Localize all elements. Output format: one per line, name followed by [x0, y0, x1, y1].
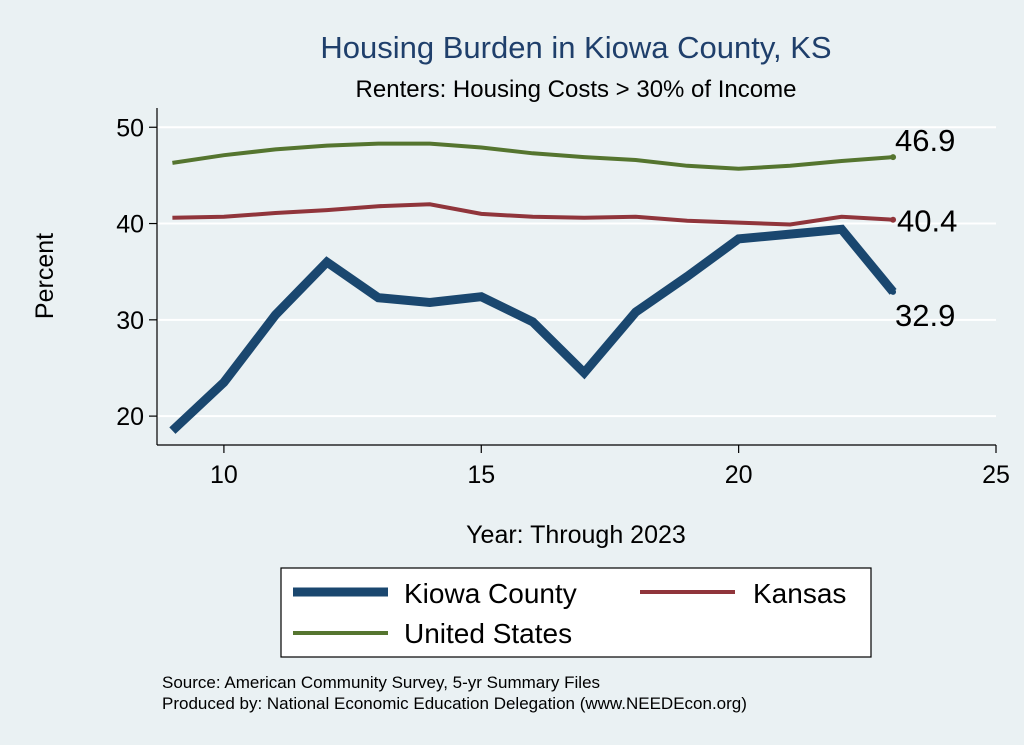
legend-label-united-states: United States [404, 618, 572, 649]
end-label-united-states: 46.9 [895, 123, 955, 158]
y-axis-label: Percent [31, 233, 59, 319]
source-note: Source: American Community Survey, 5-yr … [162, 673, 600, 692]
legend-box [280, 567, 872, 658]
x-tick-label-20: 20 [725, 461, 753, 489]
series-line-kiowa-county [169, 224, 897, 434]
x-tick-label-15: 15 [467, 461, 495, 489]
chart-subtitle: Renters: Housing Costs > 30% of Income [356, 76, 797, 103]
y-tick-label-40: 40 [116, 211, 144, 239]
legend: Kiowa County Kansas United States [280, 567, 872, 658]
end-label-kansas: 40.4 [897, 204, 957, 239]
legend-label-kansas: Kansas [753, 578, 846, 609]
end-point-kiowa-county [890, 288, 897, 295]
x-axis-label: Year: Through 2023 [466, 521, 686, 549]
x-tick-label-25: 25 [982, 461, 1010, 489]
axes: 20 30 40 50 10 15 20 25 [116, 108, 1010, 489]
series-lines: 46.9 40.4 32.9 [169, 123, 957, 434]
series-line-united-states [172, 141, 894, 171]
legend-label-kiowa-county: Kiowa County [404, 578, 577, 609]
x-tick-label-10: 10 [210, 461, 238, 489]
end-point-kansas [890, 216, 897, 223]
chart-title: Housing Burden in Kiowa County, KS [320, 30, 831, 65]
grid-lines [157, 126, 996, 418]
y-tick-label-20: 20 [116, 403, 144, 431]
y-tick-label-30: 30 [116, 307, 144, 335]
series-line-kansas [172, 202, 894, 227]
producer-note: Produced by: National Economic Education… [162, 694, 747, 713]
end-label-kiowa-county: 32.9 [895, 298, 955, 333]
end-point-united-states [890, 154, 897, 161]
plot-area [157, 108, 996, 445]
y-tick-label-50: 50 [116, 114, 144, 142]
